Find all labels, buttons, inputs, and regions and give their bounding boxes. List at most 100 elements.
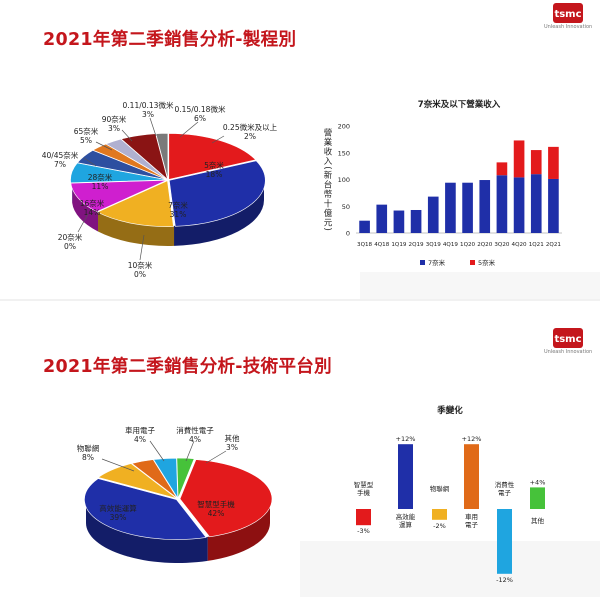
logo-tagline: Unleash Innovation [544,349,593,355]
pie-slice-item [176,457,195,499]
bar-5-4q20 [513,140,525,178]
legend-swatch-7 [420,260,425,265]
legend-swatch-5 [470,260,475,265]
y-tick-label: 150 [338,149,350,157]
slide-process-sales: 2021年第二季銷售分析-製程別 tsmc Unleash Innovation… [41,3,593,279]
bar-7-1q20 [462,182,473,233]
pie-label-item: 消費性電子 [176,425,214,435]
x-category-label: 智慧型手機 [354,480,374,497]
pie-value-item: 8% [82,453,94,462]
pie-value-item: 39% [110,513,127,522]
x-tick-label: 2Q20 [477,242,493,248]
x-tick-label: 4Q18 [374,242,390,248]
pie-label-16: 16奈米 [80,198,105,208]
bar-change-0 [356,509,371,526]
bar-7-4q20 [513,177,525,233]
x-category-label: 高效能運算 [396,512,416,529]
bar-change-1 [398,444,413,509]
pie-slice-7 [168,160,266,227]
bar-7-4q18 [376,204,388,233]
bar-7-2q20 [479,180,491,233]
x-tick-label: 2Q19 [409,242,425,248]
pie-value-item: 4% [189,435,201,444]
x-tick-label: 4Q20 [512,242,528,248]
pie-value-7: 31% [170,210,187,219]
pie-value-0-11-0-13: 3% [142,110,154,119]
pie-slice-5 [168,133,257,180]
slide-platform-sales: 2021年第二季銷售分析-技術平台別 tsmc Unleash Innovati… [0,301,600,597]
pie-label-5: 5奈米 [204,160,224,170]
bar-change-5 [530,487,545,509]
tsmc-logo: tsmc Unleash Innovation [544,3,592,30]
pie-side-item [86,499,208,563]
bar-7-4q19 [445,182,456,233]
bar-5-2q21 [548,146,559,179]
pie-leader-line [83,157,97,167]
x-tick-label: 4Q19 [443,242,459,248]
bar-value-label: +12% [396,435,416,443]
bar-7-3q20 [496,175,508,233]
bar-7-3q18 [359,220,370,233]
pie-leader-line [185,440,195,462]
pie-value-65: 5% [80,136,92,145]
x-tick-label: 1Q19 [391,242,407,248]
bar-change-4 [497,509,512,574]
pie-leader-line [211,135,225,144]
pie-value-16: 14% [84,208,101,217]
pie-leader-line [77,213,89,233]
bar-chart-title: 季變化 [436,405,463,416]
pie-label-20: 20奈米 [58,232,83,242]
tsmc-logo-icon: tsmc [553,328,583,348]
pie-label-90: 90奈米 [102,114,127,124]
x-category-label: 物聯網 [430,484,450,493]
pie-value-90: 3% [108,124,120,133]
pie-leader-line [149,117,157,137]
legend-label-7: 7奈米 [428,258,446,267]
logo-text: tsmc [554,9,581,20]
slide-title: 2021年第二季銷售分析-製程別 [43,30,297,50]
pie-label-0-15-0-18: 0.15/0.18微米 [175,104,226,114]
pie-slice-item [153,457,179,500]
pie-value-20: 0% [64,242,76,251]
pie-leader-line [139,234,145,261]
bar-5-1q21 [530,150,542,175]
bar-value-label: +12% [462,435,482,443]
bar-change-2 [432,509,447,520]
pie-label-7: 7奈米 [168,200,188,210]
pie-value-5: 18% [206,170,223,179]
bar-value-label: -3% [357,527,370,535]
bar-value-label: +4% [530,478,546,486]
pie-label-item: 物聯網 [77,443,100,453]
pie-label-item: 智慧型手機 [197,499,235,509]
pie-value-28: 11% [92,182,109,191]
pie-value-0-15-0-18: 6% [194,114,206,123]
pie-label-item: 車用電子 [125,425,155,435]
bar-chart-title: 7奈米及以下營業收入 [418,99,501,110]
x-tick-label: 3Q18 [357,242,373,248]
y-tick-label: 50 [342,203,350,211]
pie-slice-0-11-0-13 [105,138,168,180]
pie-slice-item [179,459,273,538]
x-tick-label: 2Q21 [546,242,562,248]
pie-label-item: 高效能運算 [99,503,137,513]
bar-change-3 [464,444,479,509]
x-category-label: 車用電子 [465,512,479,529]
pie-slice-28 [70,179,167,213]
bar-7-1q19 [393,210,405,233]
x-tick-label: 3Q19 [426,242,442,248]
slide-divider [0,299,600,301]
y-tick-label: 200 [338,123,350,131]
pie-value-item: 4% [134,435,146,444]
process-pie-chart: 5奈米18%7奈米31%16奈米14%28奈米11%10奈米0%20奈米0%40… [42,100,278,279]
bar-7-1q21 [530,174,542,233]
bar-chart-ylabel: 營業收入(新台幣十億元) [322,128,332,232]
x-tick-label: 1Q20 [460,242,476,248]
bar-7-2q19 [410,209,422,233]
pie-label-40-45: 40/45奈米 [42,150,79,160]
pie-label-0-11-0-13: 0.11/0.13微米 [123,100,174,110]
pie-leader-line [95,141,113,151]
pie-slice-16 [96,180,174,227]
pie-value-10: 0% [134,270,146,279]
bar-value-label: -2% [433,522,446,530]
